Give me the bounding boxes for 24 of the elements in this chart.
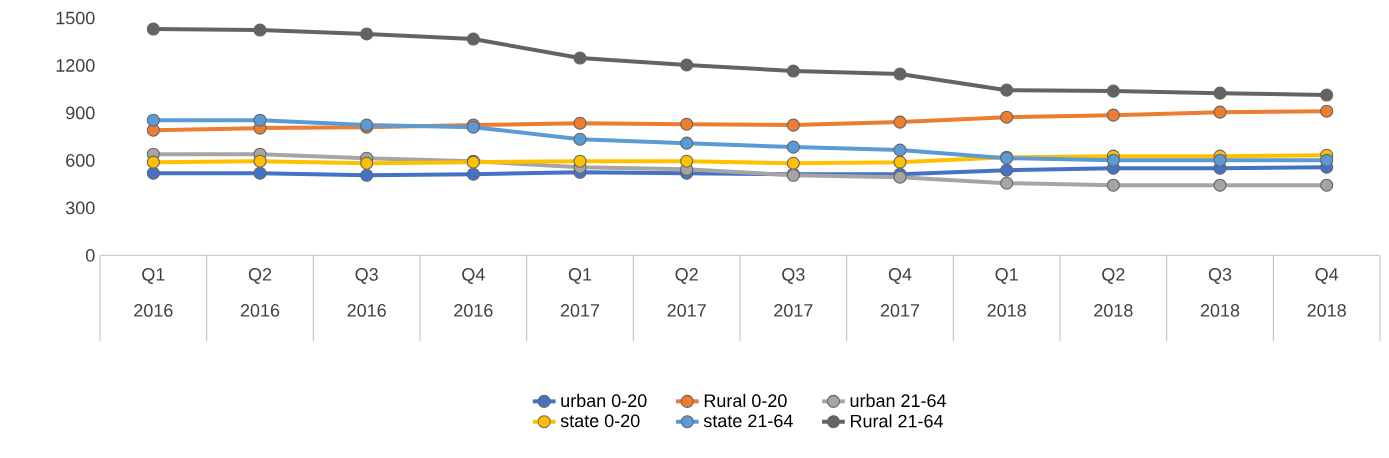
- legend-label: urban 0-20: [561, 393, 647, 408]
- legend-label: urban 21-64: [850, 393, 947, 408]
- y-tick-label: 600: [66, 154, 95, 167]
- x-tick-label: Q3 2018: [1200, 268, 1240, 317]
- legend-label: state 21-64: [703, 414, 793, 428]
- y-tick-label: 300: [65, 201, 95, 215]
- legend-label: state 0-20: [560, 414, 640, 428]
- x-tick-label: Q1 2016: [134, 268, 173, 317]
- x-tick-label: Q2 2018: [1094, 268, 1133, 317]
- x-tick-label: Q1 2017: [560, 268, 600, 317]
- legend-label: Rural 21-64: [850, 414, 943, 428]
- y-tick-label: 1200: [56, 59, 95, 72]
- x-tick-label: Q3 2016: [347, 268, 386, 317]
- y-tick-label: 0: [85, 248, 95, 262]
- y-tick-label: 1500: [56, 11, 95, 25]
- x-tick-label: Q1 2018: [987, 268, 1026, 317]
- x-tick-label: Q4 2018: [1307, 268, 1346, 317]
- x-tick-label: Q3 2017: [774, 268, 813, 317]
- x-tick-label: Q4 2017: [880, 268, 920, 317]
- legend-label: Rural 0-20: [704, 393, 787, 408]
- x-tick-label: Q4 2016: [454, 268, 493, 317]
- x-tick-label: Q2 2016: [240, 268, 280, 317]
- x-tick-label: Q2 2017: [667, 268, 706, 317]
- y-tick-label: 900: [66, 106, 95, 120]
